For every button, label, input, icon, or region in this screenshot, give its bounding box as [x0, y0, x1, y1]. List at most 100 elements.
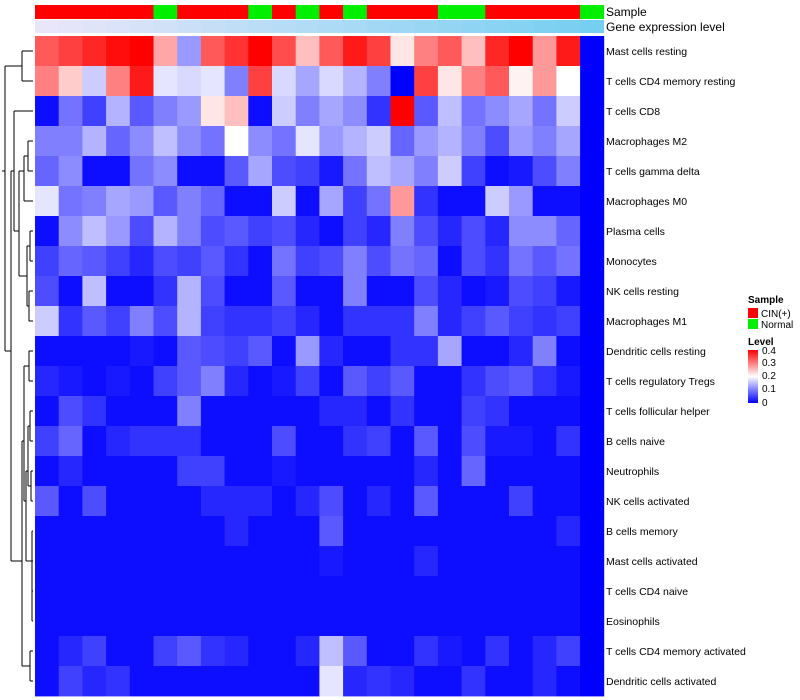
- heatmap-cell: [35, 666, 60, 697]
- heatmap-cell: [224, 546, 249, 577]
- heatmap-cell: [177, 426, 202, 457]
- heatmap-cell: [153, 156, 178, 187]
- heatmap-cell: [295, 456, 320, 487]
- heatmap-cell: [532, 516, 557, 547]
- heatmap-cell: [272, 126, 297, 157]
- heatmap-cell: [343, 216, 368, 247]
- heatmap-cell: [580, 606, 605, 637]
- heatmap-cell: [200, 276, 225, 307]
- heatmap-cell: [532, 456, 557, 487]
- sample-annotation-cell: [82, 5, 107, 19]
- heatmap-cell: [556, 396, 581, 427]
- heatmap-cell: [248, 426, 273, 457]
- heatmap-cell: [106, 516, 131, 547]
- heatmap-cell: [461, 396, 486, 427]
- heatmap-cell: [153, 96, 178, 127]
- heatmap-cell: [58, 456, 83, 487]
- heatmap-cell: [390, 636, 415, 667]
- heatmap-cell: [319, 396, 344, 427]
- heatmap-cell: [82, 126, 107, 157]
- heatmap-cell: [485, 126, 510, 157]
- heatmap-cell: [153, 396, 178, 427]
- heatmap-cell: [177, 186, 202, 217]
- gene-expression-annotation-cell: [556, 20, 581, 33]
- heatmap-cell: [129, 636, 154, 667]
- heatmap-cell: [461, 216, 486, 247]
- heatmap-cell: [390, 576, 415, 607]
- heatmap-cell: [272, 96, 297, 127]
- heatmap-cell: [461, 456, 486, 487]
- heatmap-cell: [414, 606, 439, 637]
- row-label: Neutrophils: [606, 466, 659, 478]
- heatmap-cell: [35, 306, 60, 337]
- heatmap-cell: [343, 66, 368, 97]
- heatmap-cell: [272, 306, 297, 337]
- sample-annotation-cell: [295, 5, 320, 19]
- heatmap-cell: [224, 396, 249, 427]
- heatmap-cell: [153, 516, 178, 547]
- row-label: T cells regulatory Tregs: [606, 376, 715, 388]
- heatmap-cell: [319, 96, 344, 127]
- heatmap-cell: [532, 576, 557, 607]
- heatmap-cell: [485, 36, 510, 67]
- heatmap-cell: [82, 546, 107, 577]
- heatmap-cell: [437, 66, 462, 97]
- heatmap-cell: [106, 96, 131, 127]
- heatmap-cell: [35, 636, 60, 667]
- heatmap-cell: [366, 246, 391, 277]
- heatmap-cell: [556, 246, 581, 277]
- heatmap-cell: [556, 306, 581, 337]
- sample-annotation-cell: [272, 5, 296, 19]
- gene-expression-annotation-label: Gene expression level: [606, 20, 725, 34]
- heatmap-cell: [129, 96, 154, 127]
- heatmap-cell: [177, 36, 202, 67]
- sample-annotation-cell: [35, 5, 59, 19]
- heatmap-cell: [35, 606, 60, 637]
- heatmap-cell: [35, 396, 60, 427]
- heatmap-cell: [437, 606, 462, 637]
- heatmap-cell: [319, 576, 344, 607]
- heatmap-cell: [129, 216, 154, 247]
- heatmap-cell: [556, 636, 581, 667]
- heatmap-cell: [129, 396, 154, 427]
- heatmap-cell: [390, 96, 415, 127]
- heatmap-cell: [580, 156, 605, 187]
- row-labels: Mast cells resting T cells CD4 memory res…: [606, 46, 746, 688]
- heatmap-cell: [200, 396, 225, 427]
- heatmap-cell: [248, 606, 273, 637]
- heatmap-cell: [35, 336, 60, 367]
- heatmap-cell: [461, 546, 486, 577]
- heatmap-cell: [58, 426, 83, 457]
- heatmap-cell: [509, 186, 534, 217]
- heatmap-cell: [295, 606, 320, 637]
- heatmap-cell: [248, 486, 273, 517]
- heatmap-cell: [106, 366, 131, 397]
- heatmap-cell: [509, 426, 534, 457]
- heatmap-cell: [82, 36, 107, 67]
- heatmap-cell: [532, 426, 557, 457]
- heatmap-cell: [129, 366, 154, 397]
- heatmap-cell: [129, 186, 154, 217]
- heatmap-cell: [200, 666, 225, 697]
- heatmap-cell: [580, 186, 605, 217]
- heatmap-cell: [414, 156, 439, 187]
- heatmap-cell: [437, 486, 462, 517]
- heatmap-cell: [343, 366, 368, 397]
- heatmap-cell: [580, 366, 605, 397]
- heatmap-cell: [343, 636, 368, 667]
- heatmap-cell: [366, 366, 391, 397]
- heatmap-cell: [248, 366, 273, 397]
- heatmap-cell: [343, 126, 368, 157]
- heatmap-cell: [295, 336, 320, 367]
- heatmap-cell: [485, 186, 510, 217]
- heatmap-cell: [248, 246, 273, 277]
- row-label: Monocytes: [606, 256, 657, 268]
- heatmap-cell: [461, 606, 486, 637]
- heatmap-cell: [272, 216, 297, 247]
- heatmap-cell: [366, 396, 391, 427]
- heatmap-cell: [35, 216, 60, 247]
- heatmap-cell: [129, 426, 154, 457]
- gene-expression-annotation-cell: [414, 20, 439, 33]
- gene-expression-annotation-cell: [343, 20, 368, 33]
- row-label: T cells CD4 naive: [606, 586, 688, 598]
